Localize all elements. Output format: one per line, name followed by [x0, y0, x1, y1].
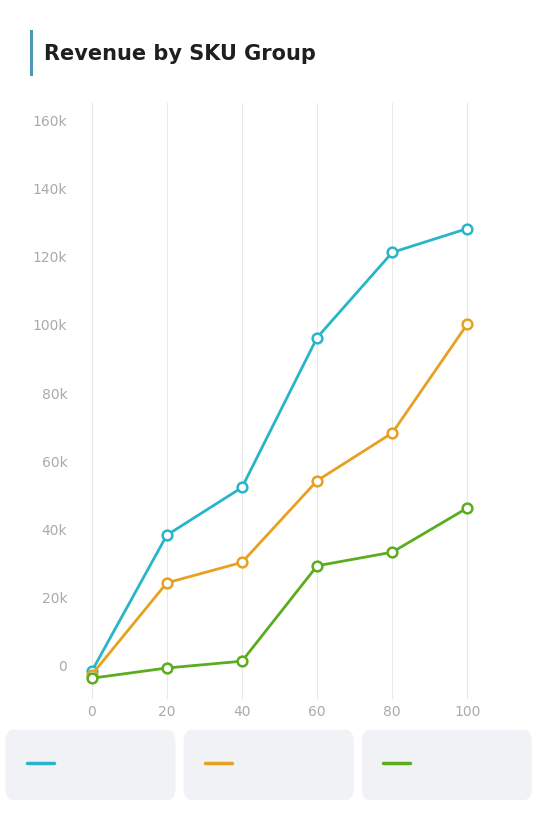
Text: LTE-PRM-1: LTE-PRM-1	[239, 757, 311, 770]
Text: Revenue by SKU Group: Revenue by SKU Group	[44, 44, 316, 64]
Text: RGI-OUT-1: RGI-OUT-1	[61, 757, 133, 770]
Text: ATL-D: ATL-D	[417, 757, 457, 770]
